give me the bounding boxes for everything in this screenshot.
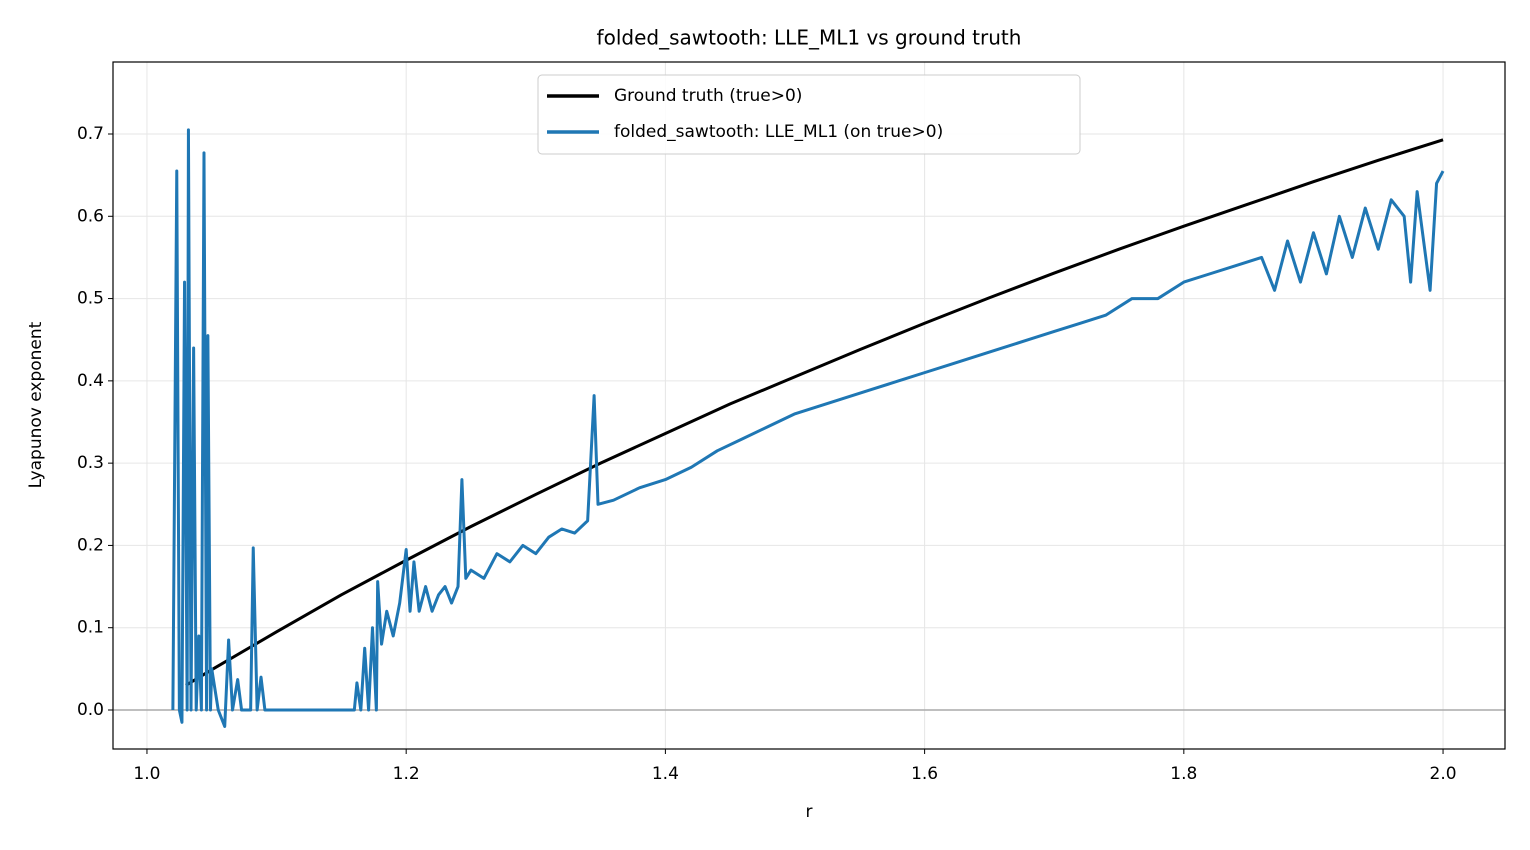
y-tick-label: 0.5 xyxy=(77,289,104,309)
x-tick-label: 1.4 xyxy=(652,764,679,784)
x-tick-label: 1.6 xyxy=(911,764,938,784)
y-tick-label: 0.2 xyxy=(77,535,104,555)
series-line xyxy=(171,128,1445,728)
x-tick-label: 1.2 xyxy=(393,764,420,784)
x-tick-label: 1.0 xyxy=(133,764,160,784)
legend-label: Ground truth (true>0) xyxy=(614,86,802,106)
x-tick-label: 2.0 xyxy=(1430,764,1457,784)
axes-frame xyxy=(112,61,1506,750)
y-tick-label: 0.4 xyxy=(77,371,104,391)
x-tick-label: 1.8 xyxy=(1170,764,1197,784)
y-tick-label: 0.0 xyxy=(77,700,104,720)
x-axis-label: r xyxy=(806,802,813,822)
y-axis-label: Lyapunov exponent xyxy=(26,321,46,488)
y-tick-label: 0.7 xyxy=(77,124,104,144)
plot-area xyxy=(171,128,1445,728)
legend: Ground truth (true>0) folded_sawtooth: LL… xyxy=(537,74,1081,155)
y-tick-label: 0.6 xyxy=(77,206,104,226)
legend-box xyxy=(537,74,1081,155)
series-line xyxy=(185,138,1444,687)
chart-title: folded_sawtooth: LLE_ML1 vs ground truth xyxy=(597,26,1022,50)
legend-label: folded_sawtooth: LLE_ML1 (on true>0) xyxy=(614,122,943,142)
y-tick-label: 0.1 xyxy=(77,618,104,638)
grid xyxy=(113,62,1505,749)
y-tick-label: 0.3 xyxy=(77,453,104,473)
